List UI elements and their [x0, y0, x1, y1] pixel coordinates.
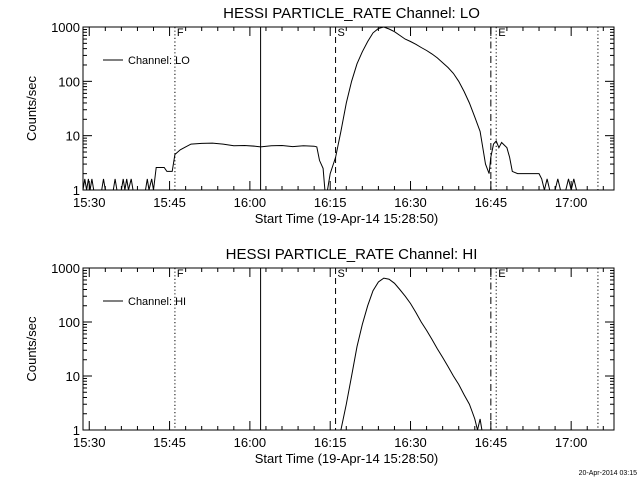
marker-label: F [177, 27, 184, 39]
x-tick-label: 16:15 [314, 195, 347, 210]
marker-label: F [177, 268, 184, 280]
legend-label: Channel: LO [128, 55, 190, 67]
y-axis-label: Counts/sec [24, 316, 39, 382]
marker-label: S [338, 27, 345, 39]
x-tick-label: 16:30 [394, 435, 427, 450]
y-tick-label: 100 [58, 74, 80, 89]
plot-frame [82, 26, 615, 191]
series-line [340, 277, 483, 431]
chart-title: HESSI PARTICLE_RATE Channel: LO [223, 5, 480, 22]
panel-channel-hi: HESSI PARTICLE_RATE Channel: HI 1 10 100 100… [24, 246, 615, 466]
y-tick-label: 100 [58, 315, 80, 330]
x-tick-label: 16:30 [394, 195, 427, 210]
x-tick-label: 15:45 [153, 435, 186, 450]
series-line [82, 26, 593, 191]
y-tick-label: 1 [73, 423, 80, 438]
y-tick-label: 10 [66, 369, 80, 384]
x-tick-label: 17:00 [555, 435, 588, 450]
chart-title: HESSI PARTICLE_RATE Channel: HI [226, 246, 478, 263]
y-tick-label: 1000 [51, 20, 80, 35]
x-tick-label: 15:45 [153, 195, 186, 210]
marker-label: E [498, 268, 505, 280]
x-tick-label: 16:00 [234, 435, 267, 450]
x-axis-label: Start Time (19-Apr-14 15:28:50) [255, 211, 439, 226]
x-tick-label: 17:00 [555, 195, 588, 210]
y-tick-label: 1 [73, 183, 80, 198]
legend-label: Channel: HI [128, 296, 186, 308]
x-tick-label: 15:30 [73, 195, 106, 210]
panel-channel-lo: HESSI PARTICLE_RATE Channel: LO 1 10 100 100… [24, 5, 615, 226]
x-tick-label: 16:45 [475, 195, 508, 210]
marker-label: S [338, 268, 345, 280]
x-tick-label: 16:45 [475, 435, 508, 450]
x-axis-label: Start Time (19-Apr-14 15:28:50) [255, 451, 439, 466]
y-tick-label: 1000 [51, 261, 80, 276]
y-tick-label: 10 [66, 129, 80, 144]
x-tick-label: 15:30 [73, 435, 106, 450]
plot-frame [82, 267, 615, 431]
footer-timestamp: 20-Apr-2014 03:15 [579, 470, 637, 477]
x-tick-label: 16:15 [314, 435, 347, 450]
y-axis-label: Counts/sec [24, 75, 39, 141]
marker-label: E [498, 27, 505, 39]
x-tick-label: 16:00 [234, 195, 267, 210]
